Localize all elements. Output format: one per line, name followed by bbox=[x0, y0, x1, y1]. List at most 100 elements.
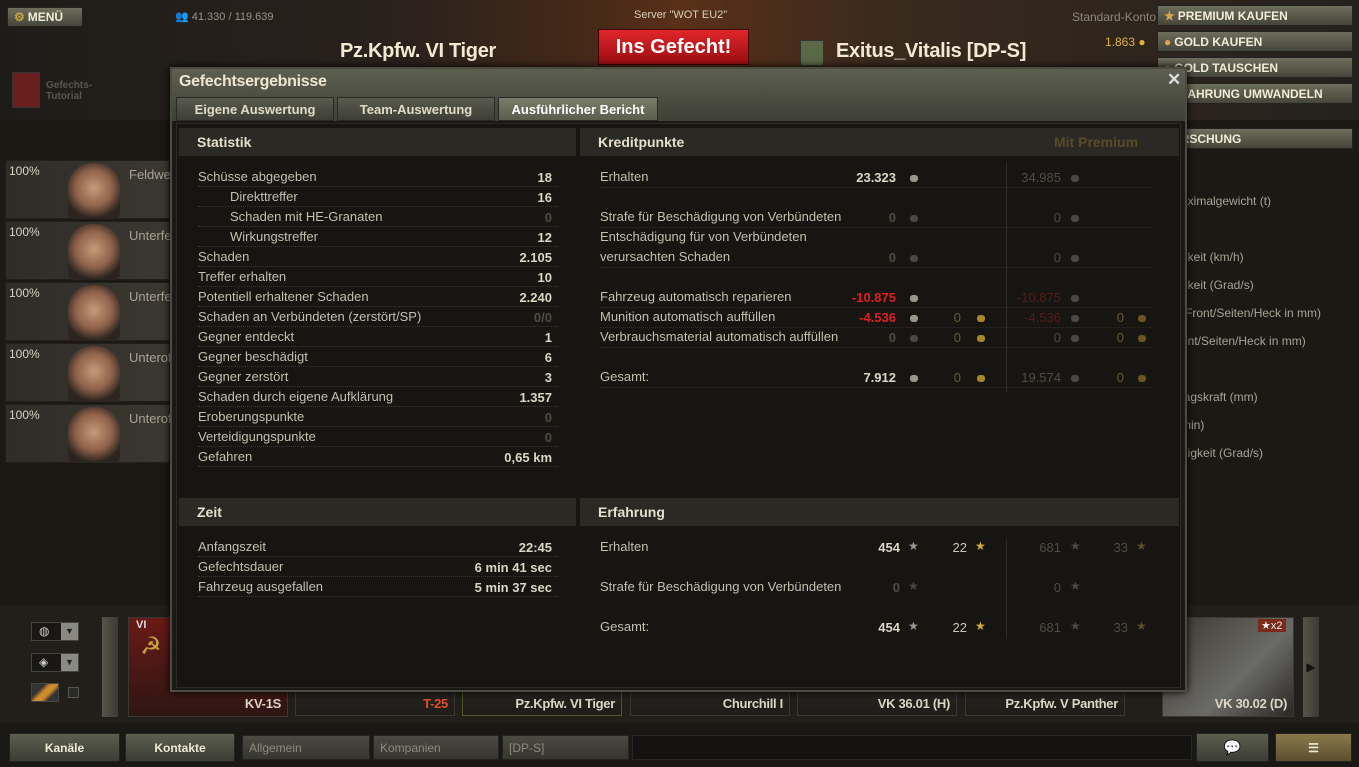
channel-tab-clan[interactable]: [DP-S] bbox=[502, 735, 629, 760]
battle-button[interactable]: Ins Gefecht! bbox=[598, 29, 749, 65]
stat-label: Gegner beschädigt bbox=[198, 349, 558, 367]
vehicle-spec-label: ont/Seiten/Heck in mm) bbox=[1181, 334, 1306, 348]
clan-emblem-icon bbox=[800, 40, 824, 66]
credits-icon bbox=[910, 335, 918, 342]
stat-label: Gegner zerstört bbox=[198, 369, 558, 387]
convert-xp-button[interactable]: ERFAHRUNG UMWANDELN bbox=[1157, 83, 1353, 104]
free-xp-star-icon: ★ bbox=[975, 539, 986, 553]
stat-value: 6 bbox=[544, 350, 552, 365]
row-divider bbox=[600, 187, 1152, 188]
chat-input[interactable] bbox=[632, 735, 1192, 760]
credits-icon bbox=[1071, 315, 1079, 322]
time-label: Gefechtsdauer bbox=[198, 559, 558, 577]
row-divider bbox=[600, 307, 1152, 308]
gold-value: 0 bbox=[953, 330, 961, 345]
vehicle-name: Pz.Kpfw. V Panther bbox=[1005, 696, 1118, 711]
buy-gold-button[interactable]: ● GOLD KAUFEN bbox=[1157, 31, 1353, 52]
gold-value: 0 bbox=[953, 370, 961, 385]
crew-skill-percent: 100% bbox=[9, 164, 40, 178]
type-filter[interactable]: ◈ ▼ bbox=[31, 653, 79, 672]
time-label: Fahrzeug ausgefallen bbox=[198, 579, 558, 597]
premium-gold-value: 0 bbox=[1116, 370, 1124, 385]
credits-icon bbox=[1071, 255, 1079, 262]
crew-member[interactable]: 100% Feldwebel bbox=[5, 160, 171, 219]
credits-value: 0 bbox=[888, 210, 896, 225]
premium-gold-value: 0 bbox=[1116, 330, 1124, 345]
crew-rank: Unterfeldwebel bbox=[129, 228, 171, 243]
credits-icon bbox=[910, 315, 918, 322]
credits-value: 0 bbox=[888, 330, 896, 345]
stat-label: Direkttreffer bbox=[198, 189, 558, 207]
vehicle-card[interactable]: VK 30.02 (D) bbox=[1162, 668, 1294, 716]
gold-amount: 1.863 ● bbox=[1105, 35, 1146, 49]
premium-credits-value: 0 bbox=[1053, 210, 1061, 225]
gold-icon: ● bbox=[1138, 35, 1146, 49]
filter-checkbox[interactable] bbox=[68, 687, 79, 698]
vehicle-spec-label: gkeit (km/h) bbox=[1181, 250, 1244, 264]
carousel-right-arrow[interactable]: ▶ bbox=[1303, 617, 1319, 717]
list-icon: ☰ bbox=[1308, 740, 1319, 755]
carousel-left-arrow[interactable] bbox=[102, 617, 118, 717]
contacts-button[interactable]: Kontakte bbox=[125, 733, 235, 762]
free-xp-value: 22 bbox=[952, 540, 967, 555]
stat-value: 16 bbox=[537, 190, 552, 205]
tutorial-label[interactable]: Gefechts-Tutorial bbox=[46, 80, 93, 102]
xp-star-icon: ★ bbox=[908, 539, 919, 553]
stat-value: 0,65 km bbox=[504, 450, 552, 465]
tutorial-icon[interactable] bbox=[12, 72, 40, 108]
crew-member[interactable]: 100% Unteroffizier bbox=[5, 343, 171, 402]
premium-star-icon: ★ bbox=[1164, 8, 1175, 23]
player-name[interactable]: Exitus_Vitalis [DP-S] bbox=[836, 40, 1027, 62]
premium-credits-value: -4.536 bbox=[1024, 310, 1061, 325]
vehicle-spec-label: (Front/Seiten/Heck in mm) bbox=[1181, 306, 1322, 320]
crew-member[interactable]: 100% Unteroffizier bbox=[5, 404, 171, 463]
free-xp-star-icon: ★ bbox=[1136, 619, 1147, 633]
gold-coin-icon: ● bbox=[1164, 34, 1172, 49]
vehicle-name: T-25 bbox=[423, 696, 448, 711]
vehicle-name: KV-1S bbox=[244, 696, 281, 711]
tab-detailed-report[interactable]: Ausführlicher Bericht bbox=[498, 97, 658, 121]
crew-member[interactable]: 100% Unterfeldwebel bbox=[5, 221, 171, 280]
close-icon[interactable]: ✕ bbox=[1167, 70, 1182, 89]
menu-button[interactable]: ⚙ MENÜ bbox=[7, 7, 83, 27]
service-channel-button[interactable]: ☰ bbox=[1275, 733, 1352, 762]
credits-icon bbox=[910, 215, 918, 222]
xp-value: 0 bbox=[892, 580, 900, 595]
xp-star-icon: ★ bbox=[1070, 539, 1081, 553]
vehicle-name: VK 30.02 (D) bbox=[1214, 696, 1288, 711]
server-label[interactable]: Server "WOT EU2" bbox=[634, 9, 728, 21]
crew-rank: Unteroffizier bbox=[129, 411, 171, 426]
vehicle-card[interactable]: KV-1S bbox=[128, 668, 288, 716]
xp-label: Gesamt: bbox=[600, 619, 650, 634]
ussr-flag-icon: ☭ bbox=[140, 633, 162, 660]
channels-button[interactable]: Kanäle bbox=[9, 733, 120, 762]
free-xp-star-icon: ★ bbox=[975, 619, 986, 633]
elite-filter-icon[interactable] bbox=[31, 683, 59, 702]
xp-label: Strafe für Beschädigung von Verbündeten bbox=[600, 579, 842, 594]
vehicle-name: Pz.Kpfw. VI Tiger bbox=[515, 696, 615, 711]
crew-rank: Feldwebel bbox=[129, 167, 171, 182]
tab-team-evaluation[interactable]: Team-Auswertung bbox=[337, 97, 495, 121]
credits-icon bbox=[910, 295, 918, 302]
crew-member[interactable]: 100% Unterfeldwebel bbox=[5, 282, 171, 341]
crew-rank: Unterfeldwebel bbox=[129, 289, 171, 304]
buy-premium-button[interactable]: ★ PREMIUM KAUFEN bbox=[1157, 5, 1353, 26]
xp-star-icon: ★ bbox=[1070, 619, 1081, 633]
credits-value: -10.875 bbox=[851, 290, 896, 305]
notifications-button[interactable]: 💬 bbox=[1196, 733, 1269, 762]
vehicle-title: Pz.Kpfw. VI Tiger bbox=[340, 40, 497, 62]
credits-icon bbox=[1071, 175, 1079, 182]
tab-own-evaluation[interactable]: Eigene Auswertung bbox=[176, 97, 334, 121]
channel-tab-companies[interactable]: Kompanien bbox=[373, 735, 499, 760]
gold-icon bbox=[977, 315, 985, 322]
channel-tab-general[interactable]: Allgemein bbox=[242, 735, 370, 760]
nation-filter[interactable]: ◍ ▼ bbox=[31, 622, 79, 641]
row-divider bbox=[600, 387, 1152, 388]
credit-label: Entschädigung für von Verbündeten bbox=[600, 229, 807, 244]
tier-label: VI bbox=[136, 619, 147, 631]
time-value: 6 min 41 sec bbox=[474, 560, 552, 575]
credits-icon bbox=[1071, 375, 1079, 382]
premium-credits-value: 0 bbox=[1053, 330, 1061, 345]
crew-portrait bbox=[68, 346, 120, 402]
credits-icon bbox=[1071, 335, 1079, 342]
